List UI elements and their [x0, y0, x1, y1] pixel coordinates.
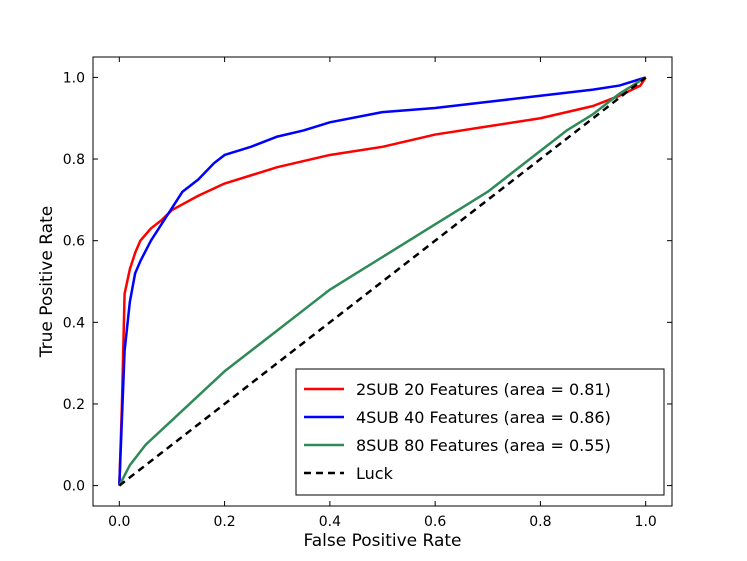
plot-frame [92, 56, 673, 507]
ticks-layer: 0.0 0.2 0.4 0.6 0.8 1.0 0.0 0.2 0.4 0.6 0.8 1.0 [63, 57, 672, 530]
series-layer [118, 76, 647, 487]
y-tick-label: 0.2 [63, 397, 85, 413]
legend-label: 4SUB 40 Features (area = 0.86) [356, 408, 611, 427]
legend-label: 8SUB 80 Features (area = 0.55) [356, 436, 611, 455]
y-tick-label: 0.4 [63, 315, 85, 331]
y-tick-label: 0.8 [63, 152, 85, 168]
series-line-2 [118, 76, 647, 486]
x-axis-label: False Positive Rate [304, 531, 462, 551]
legend-box [295, 368, 665, 496]
x-tick-label: 1.0 [635, 514, 657, 530]
series-line-3 [118, 76, 647, 487]
y-tick-label: 0.0 [63, 479, 85, 495]
legend: 2SUB 20 Features (area = 0.81) 4SUB 40 Fe… [295, 368, 665, 496]
x-tick-label: 0.6 [424, 514, 446, 530]
series-line-4 [118, 76, 647, 487]
y-tick-label: 1.0 [63, 70, 85, 86]
legend-label: Luck [356, 464, 394, 483]
x-tick-label: 0.2 [213, 514, 235, 530]
series-line-1 [118, 76, 647, 486]
legend-label: 2SUB 20 Features (area = 0.81) [356, 380, 611, 399]
x-tick-label: 0.0 [108, 514, 130, 530]
y-tick-label: 0.6 [63, 234, 85, 250]
x-tick-label: 0.4 [319, 514, 341, 530]
x-tick-label: 0.8 [529, 514, 551, 530]
y-axis-label: True Positive Rate [37, 206, 57, 358]
